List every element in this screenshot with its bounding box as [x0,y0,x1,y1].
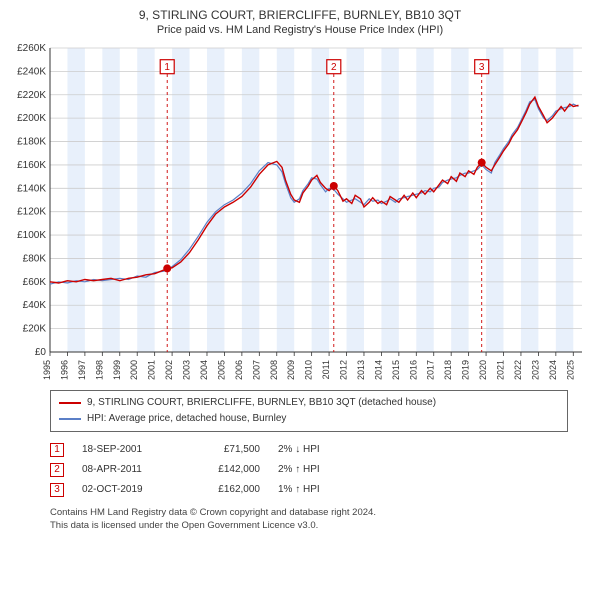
svg-text:2: 2 [331,62,337,73]
svg-text:£120K: £120K [17,207,46,218]
svg-text:2000: 2000 [129,360,139,380]
transaction-date: 02-OCT-2019 [82,480,172,500]
svg-text:2024: 2024 [548,360,558,380]
svg-text:2017: 2017 [426,360,436,380]
svg-text:£260K: £260K [17,43,46,54]
svg-text:2006: 2006 [234,360,244,380]
svg-text:1998: 1998 [94,360,104,380]
svg-text:1996: 1996 [59,360,69,380]
page-subtitle: Price paid vs. HM Land Registry's House … [8,24,592,36]
svg-text:2005: 2005 [216,360,226,380]
svg-text:£200K: £200K [17,113,46,124]
footer-line1: Contains HM Land Registry data © Crown c… [50,506,568,519]
svg-text:2016: 2016 [408,360,418,380]
svg-text:2013: 2013 [356,360,366,380]
transaction-price: £162,000 [190,480,260,500]
svg-text:£100K: £100K [17,230,46,241]
svg-text:2015: 2015 [391,360,401,380]
svg-text:3: 3 [479,62,485,73]
transaction-badge: 2 [50,463,64,477]
legend: 9, STIRLING COURT, BRIERCLIFFE, BURNLEY,… [50,390,568,432]
transaction-row: 1 18-SEP-2001 £71,500 2% ↓ HPI [50,440,568,460]
svg-text:1999: 1999 [112,360,122,380]
svg-text:£240K: £240K [17,66,46,77]
legend-label: HPI: Average price, detached house, Burn… [87,411,286,427]
footer-line2: This data is licensed under the Open Gov… [50,519,568,532]
svg-text:2018: 2018 [443,360,453,380]
svg-text:2012: 2012 [339,360,349,380]
svg-text:£180K: £180K [17,137,46,148]
svg-text:2010: 2010 [304,360,314,380]
svg-text:2007: 2007 [251,360,261,380]
svg-text:2004: 2004 [199,360,209,380]
transaction-badge: 3 [50,483,64,497]
svg-text:£140K: £140K [17,183,46,194]
svg-text:2021: 2021 [496,360,506,380]
svg-text:£20K: £20K [23,324,47,335]
svg-text:1: 1 [164,62,170,73]
svg-text:2020: 2020 [478,360,488,380]
svg-text:1995: 1995 [42,360,52,380]
transaction-price: £71,500 [190,440,260,460]
svg-text:2014: 2014 [373,360,383,380]
svg-text:2025: 2025 [565,360,575,380]
svg-text:£220K: £220K [17,90,46,101]
svg-text:2011: 2011 [321,360,331,379]
svg-text:£160K: £160K [17,160,46,171]
svg-text:2023: 2023 [530,360,540,380]
svg-text:£0: £0 [35,347,47,358]
svg-text:1997: 1997 [77,360,87,380]
transaction-badge: 1 [50,443,64,457]
svg-text:£40K: £40K [23,300,47,311]
transaction-pct: 2% ↓ HPI [278,440,368,460]
transactions-table: 1 18-SEP-2001 £71,500 2% ↓ HPI 2 08-APR-2011 £… [50,440,568,500]
svg-text:£60K: £60K [23,277,47,288]
legend-row: 9, STIRLING COURT, BRIERCLIFFE, BURNLEY,… [59,395,559,411]
svg-text:2009: 2009 [286,360,296,380]
transaction-pct: 2% ↑ HPI [278,460,368,480]
svg-text:2022: 2022 [513,360,523,380]
page-title: 9, STIRLING COURT, BRIERCLIFFE, BURNLEY,… [8,8,592,22]
legend-swatch [59,418,81,420]
svg-text:2002: 2002 [164,360,174,380]
price-chart: £0 £20K £40K £60K £80K £100K £120K £140K £160K £1… [8,42,592,382]
transaction-row: 3 02-OCT-2019 £162,000 1% ↑ HPI [50,480,568,500]
legend-swatch [59,402,81,404]
legend-label: 9, STIRLING COURT, BRIERCLIFFE, BURNLEY,… [87,395,436,411]
transaction-price: £142,000 [190,460,260,480]
chart-svg: £0 £20K £40K £60K £80K £100K £120K £140K £160K £1… [8,42,592,382]
svg-text:2008: 2008 [269,360,279,380]
svg-text:2001: 2001 [147,360,157,380]
transaction-pct: 1% ↑ HPI [278,480,368,500]
footer-attribution: Contains HM Land Registry data © Crown c… [50,506,568,532]
legend-row: HPI: Average price, detached house, Burn… [59,411,559,427]
transaction-date: 08-APR-2011 [82,460,172,480]
transaction-row: 2 08-APR-2011 £142,000 2% ↑ HPI [50,460,568,480]
transaction-date: 18-SEP-2001 [82,440,172,460]
svg-text:2003: 2003 [182,360,192,380]
svg-text:£80K: £80K [23,253,47,264]
svg-text:2019: 2019 [461,360,471,380]
